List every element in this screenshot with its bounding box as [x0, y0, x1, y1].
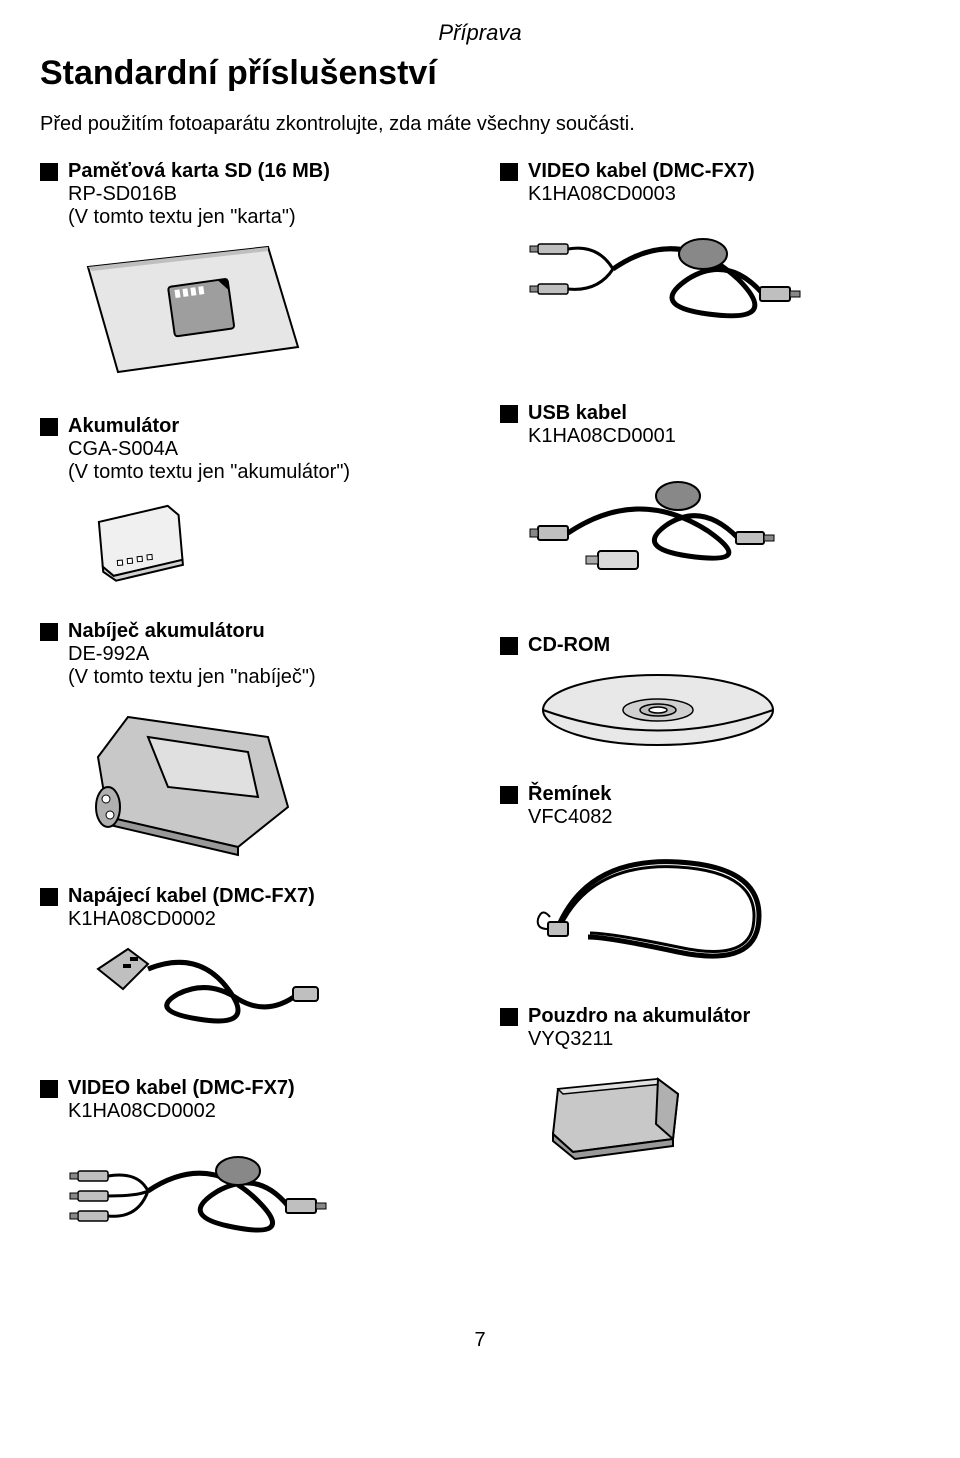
item-sub: K1HA08CD0003 [528, 183, 920, 206]
accessories-grid: Paměťová karta SD (16 MB) RP-SD016B (V t… [40, 160, 920, 1299]
item-power-cable: Napájecí kabel (DMC-FX7) K1HA08CD0002 [40, 885, 460, 1049]
section-label: Příprava [40, 20, 920, 46]
bullet-icon [500, 163, 518, 181]
item-sub: (V tomto textu jen "nabíječ") [68, 666, 460, 689]
item-title: VIDEO kabel (DMC-FX7) [68, 1077, 460, 1100]
item-title: USB kabel [528, 402, 920, 425]
page-number: 7 [40, 1329, 920, 1352]
bullet-icon [500, 1008, 518, 1026]
item-video-cable-2: VIDEO kabel (DMC-FX7) K1HA08CD0002 [40, 1077, 460, 1271]
item-sub: K1HA08CD0002 [68, 908, 460, 931]
item-title: Napájecí kabel (DMC-FX7) [68, 885, 460, 908]
video-cable-3-illustration [528, 214, 920, 374]
item-sub: K1HA08CD0001 [528, 425, 920, 448]
item-title: Akumulátor [68, 415, 460, 438]
battery-illustration [68, 492, 460, 592]
item-battery: Akumulátor CGA-S004A (V tomto textu jen … [40, 415, 460, 592]
item-sub: K1HA08CD0002 [68, 1100, 460, 1123]
cdrom-illustration [528, 665, 920, 755]
bullet-icon [40, 163, 58, 181]
sd-card-illustration [68, 237, 460, 387]
item-sub: VYQ3211 [528, 1028, 920, 1051]
bullet-icon [40, 888, 58, 906]
battery-case-illustration [528, 1059, 920, 1169]
item-charger: Nabíječ akumulátoru DE-992A (V tomto tex… [40, 620, 460, 857]
item-title: CD-ROM [528, 634, 920, 657]
bullet-icon [500, 637, 518, 655]
charger-illustration [68, 697, 460, 857]
bullet-icon [500, 405, 518, 423]
power-cable-illustration [68, 939, 460, 1049]
item-title: Paměťová karta SD (16 MB) [68, 160, 460, 183]
item-sub: CGA-S004A [68, 438, 460, 461]
page-title: Standardní příslušenství [40, 54, 920, 93]
item-usb-cable: USB kabel K1HA08CD0001 [500, 402, 920, 606]
item-sd-card: Paměťová karta SD (16 MB) RP-SD016B (V t… [40, 160, 460, 387]
item-title: VIDEO kabel (DMC-FX7) [528, 160, 920, 183]
bullet-icon [40, 418, 58, 436]
video-cable-2-illustration [68, 1131, 460, 1271]
intro-text: Před použitím fotoaparátu zkontrolujte, … [40, 113, 920, 136]
item-video-cable-3: VIDEO kabel (DMC-FX7) K1HA08CD0003 [500, 160, 920, 374]
item-battery-case: Pouzdro na akumulátor VYQ3211 [500, 1005, 920, 1169]
bullet-icon [500, 786, 518, 804]
bullet-icon [40, 623, 58, 641]
item-sub: DE-992A [68, 643, 460, 666]
strap-illustration [528, 837, 920, 977]
item-sub: RP-SD016B [68, 183, 460, 206]
item-sub: (V tomto textu jen "karta") [68, 206, 460, 229]
item-title: Pouzdro na akumulátor [528, 1005, 920, 1028]
item-sub: VFC4082 [528, 806, 920, 829]
item-title: Nabíječ akumulátoru [68, 620, 460, 643]
bullet-icon [40, 1080, 58, 1098]
usb-cable-illustration [528, 456, 920, 606]
item-cdrom: CD-ROM [500, 634, 920, 755]
item-strap: Řemínek VFC4082 [500, 783, 920, 977]
item-sub: (V tomto textu jen "akumulátor") [68, 461, 460, 484]
item-title: Řemínek [528, 783, 920, 806]
